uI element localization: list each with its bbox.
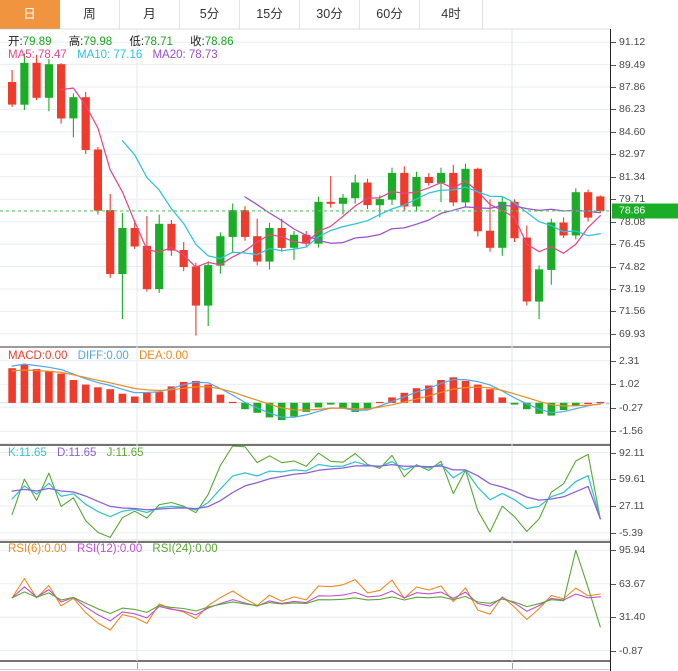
macd-axis-tickmark: [611, 407, 616, 409]
kdj-axis-tick: 59.61: [619, 473, 646, 486]
ma-legend: MA5: 78.47 MA10: 77.16 MA20: 78.73: [8, 49, 225, 61]
ohlc-high: 高:79.98: [68, 36, 113, 48]
rsi-axis-tickmark: [611, 583, 616, 585]
rsi6-value: RSI(6):0.00: [8, 543, 67, 555]
rsi12-value: RSI(12):0.00: [77, 543, 143, 555]
price-axis-tick: 81.34: [619, 170, 646, 183]
plot-region[interactable]: [0, 28, 610, 671]
value-axis: 91.12 89.49 87.86 86.23 84.60 82.97 81.34 79.71…: [610, 29, 678, 671]
ma10-legend: MA10: 77.16: [77, 49, 143, 61]
price-axis-tickmark: [611, 244, 616, 246]
price-axis-tickmark: [611, 199, 616, 201]
rsi-legend: RSI(6):0.00 RSI(12):0.00 RSI(24):0.00: [8, 543, 225, 555]
rsi-series-layer: [11, 549, 601, 631]
price-axis-tick: 89.49: [619, 58, 646, 71]
tab-month[interactable]: 月: [120, 0, 180, 29]
ohlc-open: 开:79.89: [8, 36, 52, 48]
chart-canvas-area[interactable]: 91.12 89.49 87.86 86.23 84.60 82.97 81.34 79.71…: [0, 28, 678, 671]
price-axis-tickmark: [611, 131, 616, 133]
tab-week[interactable]: 周: [60, 0, 120, 29]
price-axis-tickmark: [611, 176, 616, 178]
price-axis-tick: 82.97: [619, 148, 646, 161]
ohlc-low: 低:78.71: [129, 36, 173, 48]
time-axis-tickmark: [512, 663, 513, 669]
macd-value: MACD:0.00: [8, 350, 68, 362]
price-axis-tickmark: [611, 221, 616, 223]
macd-axis-tick: 2.31: [619, 354, 640, 367]
tab-30min[interactable]: 30分: [300, 0, 360, 29]
price-axis-tick: 79.71: [619, 193, 646, 206]
macd-legend: MACD:0.00 DIFF:0.00 DEA:0.00: [8, 350, 195, 362]
kdj-series-layer: [11, 445, 601, 538]
ma20-legend: MA20: 78.73: [152, 49, 218, 61]
rsi-axis-tick: 95.94: [619, 544, 646, 557]
kdj-k-value: K:11.65: [8, 447, 47, 459]
price-axis-tickmark: [611, 109, 616, 111]
price-axis-tick: 87.86: [619, 81, 646, 94]
tab-15min[interactable]: 15分: [240, 0, 300, 29]
price-series-layer: [0, 53, 610, 336]
price-axis-tickmark: [611, 311, 616, 313]
tab-4hour[interactable]: 4时: [420, 0, 483, 29]
time-axis-line: [0, 669, 610, 670]
kdj-axis-tick: -5.39: [619, 526, 643, 539]
kdj-j-value: J:11.65: [106, 447, 144, 459]
tab-60min[interactable]: 60分: [360, 0, 420, 29]
rsi-axis-tickmark: [611, 617, 616, 619]
tab-5min[interactable]: 5分: [180, 0, 240, 29]
price-axis-tick: 73.19: [619, 282, 646, 295]
price-axis-tickmark: [611, 288, 616, 290]
dea-value: DEA:0.00: [138, 350, 189, 362]
diff-value: DIFF:0.00: [77, 350, 129, 362]
price-axis-tick: 84.60: [619, 125, 646, 138]
tabbar-filler: [483, 0, 678, 29]
rsi-axis-tick: 31.40: [619, 611, 646, 624]
price-axis-tickmark: [611, 154, 616, 156]
kdj-axis-tickmark: [611, 479, 616, 481]
price-axis-tick: 69.93: [619, 327, 646, 340]
macd-axis-tick: -1.56: [619, 425, 643, 438]
price-axis-tick: 91.12: [619, 36, 646, 49]
macd-axis-tickmark: [611, 384, 616, 386]
price-axis-tick: 78.08: [619, 215, 646, 228]
macd-axis-tickmark: [611, 431, 616, 433]
tab-day[interactable]: 日: [0, 0, 60, 29]
ohlc-close: 收:78.86: [190, 36, 234, 48]
macd-series-layer: [0, 363, 610, 421]
price-axis-tickmark: [611, 87, 616, 89]
ma5-legend: MA5: 78.47: [8, 49, 67, 61]
price-axis-tickmark: [611, 42, 616, 44]
kdj-axis-tickmark: [611, 532, 616, 534]
time-axis-tickmark: [137, 663, 138, 669]
rsi-axis-tickmark: [611, 550, 616, 552]
rsi-axis-tickmark: [611, 650, 616, 652]
last-price-badge: 78.86: [612, 203, 678, 219]
price-axis-tickmark: [611, 266, 616, 268]
kdj-axis-tick: 27.11: [619, 500, 645, 513]
kdj-axis-tick: 92.11: [619, 446, 645, 459]
period-tabbar: 日 周 月 5分 15分 30分 60分 4时: [0, 0, 678, 29]
macd-axis-tick: 1.02: [619, 378, 640, 391]
price-axis-tickmark: [611, 64, 616, 66]
price-axis-tick: 76.45: [619, 238, 646, 251]
macd-axis-tickmark: [611, 360, 616, 362]
price-axis-tickmark: [611, 333, 616, 335]
kdj-axis-tickmark: [611, 452, 616, 454]
kdj-axis-tickmark: [611, 506, 616, 508]
rsi24-value: RSI(24):0.00: [152, 543, 218, 555]
kdj-d-value: D:11.65: [57, 447, 97, 459]
rsi-axis-tick: -0.87: [619, 644, 643, 657]
price-axis-tick: 74.82: [619, 260, 646, 273]
price-axis-tick: 86.23: [619, 103, 646, 116]
ohlc-legend: 开:79.89 高:79.98 低:78.71 收:78.86: [8, 33, 248, 49]
rsi-axis-tick: 63.67: [619, 577, 646, 590]
macd-axis-tick: -0.27: [619, 401, 643, 414]
kdj-legend: K:11.65 D:11.65 J:11.65: [8, 447, 151, 459]
price-axis-tick: 71.56: [619, 305, 646, 318]
